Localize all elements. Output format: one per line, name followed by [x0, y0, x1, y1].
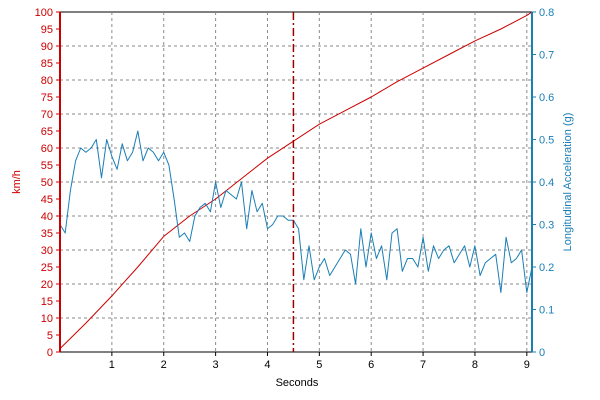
left-tick-label: 80 — [41, 75, 53, 87]
acceleration-series-line — [59, 130, 533, 293]
left-tick-label: 55 — [41, 160, 53, 172]
left-tick-label: 45 — [41, 194, 53, 206]
x-axis: 1 2 3 4 5 6 7 8 9 — [109, 352, 530, 371]
right-axis-title: Longitudinal Acceleration (g) — [562, 113, 574, 252]
left-tick-label: 60 — [41, 143, 53, 155]
left-tick-label: 15 — [41, 296, 53, 308]
left-axis-title: km/h — [11, 170, 23, 194]
x-axis-title: Seconds — [276, 377, 319, 389]
left-tick-label: 40 — [41, 211, 53, 223]
speed-series-line — [59, 11, 533, 349]
x-tick-label: 2 — [161, 359, 167, 371]
x-tick-label: 9 — [524, 359, 530, 371]
left-tick-label: 25 — [41, 262, 53, 274]
x-tick-label: 3 — [213, 359, 219, 371]
right-tick-label: 0.5 — [539, 135, 554, 147]
right-tick-label: 0.8 — [539, 7, 554, 19]
left-tick-label: 95 — [41, 24, 53, 36]
right-tick-label: 0.3 — [539, 220, 554, 232]
left-tick-label: 30 — [41, 245, 53, 257]
left-tick-label: 0 — [47, 347, 53, 359]
left-tick-label: 70 — [41, 109, 53, 121]
right-axis: 0 0.1 0.2 0.3 0.4 0.5 0.6 0.7 0.8 — [531, 7, 554, 359]
right-tick-label: 0.4 — [539, 177, 554, 189]
right-tick-label: 0.7 — [539, 50, 554, 62]
left-tick-label: 90 — [41, 41, 53, 53]
right-tick-label: 0.1 — [539, 305, 554, 317]
left-axis: 0 5 10 15 20 25 30 35 40 45 50 55 60 65 70 75 80 85 90 95 10… — [35, 7, 61, 359]
left-tick-label: 35 — [41, 228, 53, 240]
right-tick-label: 0.6 — [539, 92, 554, 104]
left-tick-label: 85 — [41, 58, 53, 70]
x-tick-label: 7 — [420, 359, 426, 371]
left-tick-label: 75 — [41, 92, 53, 104]
left-tick-label: 100 — [35, 7, 53, 19]
x-tick-label: 4 — [264, 359, 270, 371]
x-tick-label: 6 — [368, 359, 374, 371]
left-tick-label: 50 — [41, 177, 53, 189]
left-tick-label: 65 — [41, 126, 53, 138]
right-tick-label: 0.2 — [539, 262, 554, 274]
x-tick-label: 1 — [109, 359, 115, 371]
series-lines — [59, 11, 533, 349]
left-tick-label: 10 — [41, 313, 53, 325]
x-tick-label: 8 — [472, 359, 478, 371]
left-tick-label: 20 — [41, 279, 53, 291]
left-tick-label: 5 — [47, 330, 53, 342]
x-tick-label: 5 — [316, 359, 322, 371]
right-tick-label: 0 — [539, 347, 545, 359]
